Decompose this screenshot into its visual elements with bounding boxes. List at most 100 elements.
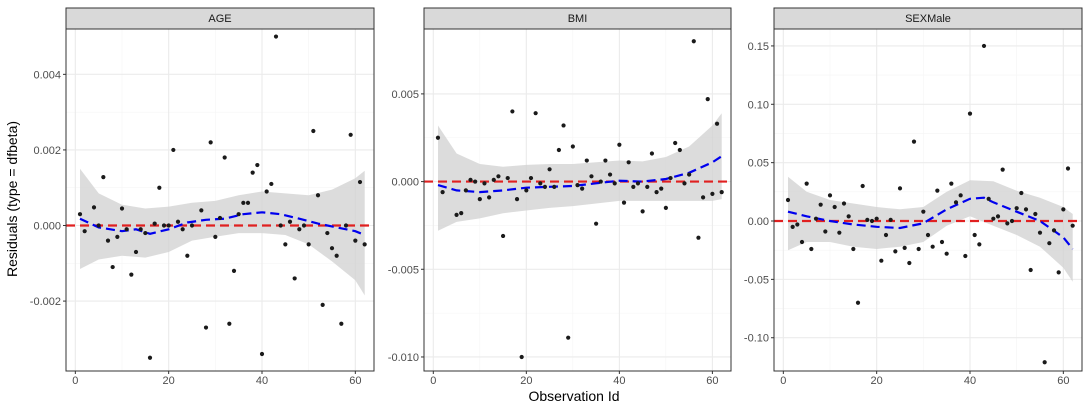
y-tick-label: 0.00 <box>748 216 769 228</box>
data-point <box>477 197 482 202</box>
data-point <box>435 135 441 140</box>
data-point <box>487 195 492 200</box>
data-point <box>645 184 650 189</box>
y-tick-label: -0.005 <box>388 264 419 276</box>
data-point <box>631 184 636 189</box>
data-point <box>175 219 181 224</box>
data-point <box>440 190 445 195</box>
x-tick-label: 60 <box>349 375 361 387</box>
data-point <box>958 193 963 198</box>
data-point <box>311 128 316 134</box>
data-point <box>334 253 339 258</box>
data-point <box>203 325 209 330</box>
data-point <box>916 246 921 252</box>
data-point <box>659 186 664 191</box>
data-point <box>147 355 153 360</box>
data-point <box>208 140 213 145</box>
data-point <box>827 193 833 198</box>
data-point <box>157 185 162 190</box>
data-point <box>255 162 260 168</box>
data-point <box>124 227 129 232</box>
data-point <box>339 321 344 326</box>
data-point <box>329 246 335 251</box>
data-point <box>143 230 148 236</box>
data-point <box>673 140 678 146</box>
facet-strip-label: SEXMale <box>905 13 951 25</box>
data-point <box>1023 207 1029 212</box>
data-point <box>785 197 791 203</box>
confidence-band <box>438 113 722 231</box>
data-point <box>514 197 520 202</box>
data-point <box>635 181 641 186</box>
data-point <box>166 223 171 228</box>
x-tick-label: 20 <box>163 375 175 387</box>
data-point <box>222 155 227 160</box>
y-tick-label: 0.000 <box>391 177 419 189</box>
data-point <box>115 234 120 239</box>
data-point <box>654 190 659 195</box>
data-point <box>1065 166 1071 171</box>
data-point <box>883 232 889 238</box>
data-point <box>804 181 809 186</box>
data-point <box>542 184 548 189</box>
loess-smooth-line <box>437 155 723 194</box>
data-point <box>533 111 538 116</box>
data-point <box>496 174 501 179</box>
data-point <box>556 147 561 153</box>
data-point <box>110 264 115 270</box>
data-point <box>538 181 543 186</box>
y-tick-label: -0.010 <box>388 352 419 364</box>
data-point <box>967 111 973 116</box>
data-point <box>1070 223 1075 228</box>
data-point <box>101 175 106 180</box>
data-point <box>719 190 724 195</box>
data-point <box>152 221 157 226</box>
data-point <box>547 167 552 172</box>
data-point <box>343 223 349 228</box>
data-point <box>357 179 363 185</box>
data-point <box>813 216 819 221</box>
data-point <box>1051 228 1057 233</box>
x-tick-label: 0 <box>780 375 786 387</box>
data-point <box>869 218 875 224</box>
data-point <box>524 188 529 193</box>
data-point <box>795 222 800 227</box>
data-point <box>663 205 668 210</box>
y-tick-label: -0.05 <box>744 274 769 286</box>
data-point <box>818 202 823 207</box>
data-point <box>245 200 251 205</box>
x-tick-label: 40 <box>964 375 976 387</box>
x-tick-label: 0 <box>430 375 436 387</box>
data-point <box>1014 206 1019 211</box>
data-point <box>714 121 720 126</box>
x-axis-title: Observation Id <box>528 388 619 404</box>
data-point <box>925 232 931 238</box>
data-point <box>696 235 701 240</box>
y-tick-label: -0.002 <box>30 296 61 308</box>
data-point <box>264 189 269 194</box>
data-point <box>1028 267 1033 273</box>
data-point <box>575 182 580 188</box>
data-point <box>325 230 330 236</box>
data-point <box>138 227 143 232</box>
x-tick-label: 40 <box>613 375 625 387</box>
data-point <box>491 177 496 182</box>
facet-strip-label: BMI <box>568 13 588 25</box>
data-point <box>799 239 805 245</box>
data-point <box>91 205 97 210</box>
data-point <box>617 142 622 147</box>
data-point <box>189 223 195 228</box>
data-point <box>921 209 926 214</box>
data-point <box>278 223 283 228</box>
data-point <box>865 217 870 222</box>
data-point <box>888 217 893 222</box>
data-point <box>668 175 673 181</box>
data-point <box>561 123 566 128</box>
data-point <box>949 181 954 186</box>
data-point <box>972 232 977 238</box>
data-point <box>287 219 293 224</box>
data-point <box>682 181 687 186</box>
data-point <box>129 272 134 277</box>
